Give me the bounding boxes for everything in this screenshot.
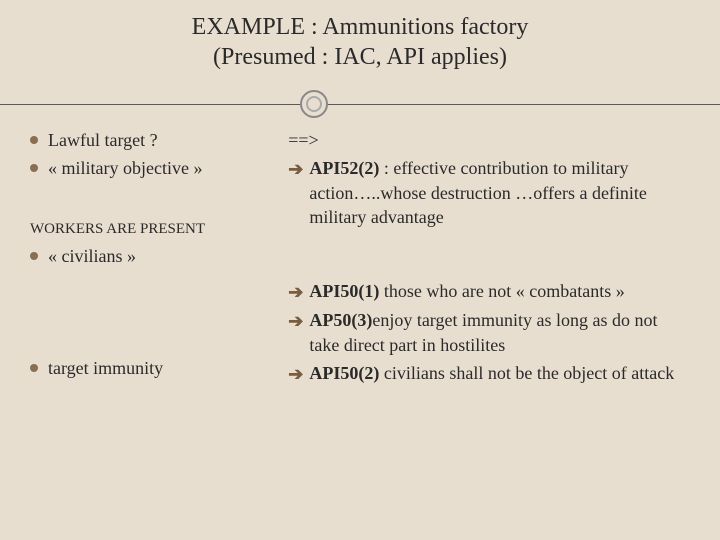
list-item: ➔ API50(2) civilians shall not be the ob… [288,361,690,386]
content-columns: Lawful target ? « military objective » W… [30,128,690,390]
left-column: Lawful target ? « military objective » W… [30,128,276,390]
bullet-icon [30,136,38,144]
spacer [288,233,690,279]
divider [30,90,690,118]
spacer [30,272,276,356]
subheading: WORKERS ARE PRESENT [30,221,276,238]
bold-ref: AP50(3) [309,310,372,330]
bullet-icon [30,252,38,260]
right-column: ==> ➔ API52(2) : effective contribution … [288,128,690,390]
bold-ref: API50(2) [309,363,379,383]
arrow-icon: ➔ [288,309,303,333]
list-item: « civilians » [30,244,276,268]
arrow-body: API50(1) those who are not « combatants … [309,279,624,303]
list-item: ➔ AP50(3)enjoy target immunity as long a… [288,308,690,357]
slide: EXAMPLE : Ammunitions factory (Presumed … [0,0,720,540]
arrow-icon: ➔ [288,280,303,304]
divider-line [0,104,720,105]
title-line-2: (Presumed : IAC, API applies) [30,42,690,72]
arrow-body: API52(2) : effective contribution to mil… [309,156,690,229]
list-item: target immunity [30,356,276,380]
arrow-icon: ➔ [288,157,303,181]
slide-title: EXAMPLE : Ammunitions factory (Presumed … [30,12,690,72]
bullet-text: « civilians » [48,244,136,268]
bullet-text: target immunity [48,356,163,380]
list-item: ➔ API52(2) : effective contribution to m… [288,156,690,229]
bold-ref: API50(1) [309,281,379,301]
bullet-text: « military objective » [48,156,202,180]
list-item: ➔ API50(1) those who are not « combatant… [288,279,690,304]
rest-text: civilians shall not be the object of att… [379,363,674,383]
arrow-text: ==> [288,128,690,152]
arrow-icon: ➔ [288,362,303,386]
bullet-text: Lawful target ? [48,128,158,152]
arrow-body: API50(2) civilians shall not be the obje… [309,361,674,385]
rest-text: those who are not « combatants » [379,281,624,301]
divider-ornament-icon [300,90,328,118]
bold-ref: API52(2) [309,158,379,178]
bullet-icon [30,164,38,172]
list-item: « military objective » [30,156,276,180]
list-item: Lawful target ? [30,128,276,152]
bullet-icon [30,364,38,372]
title-line-1: EXAMPLE : Ammunitions factory [30,12,690,42]
arrow-body: AP50(3)enjoy target immunity as long as … [309,308,690,357]
